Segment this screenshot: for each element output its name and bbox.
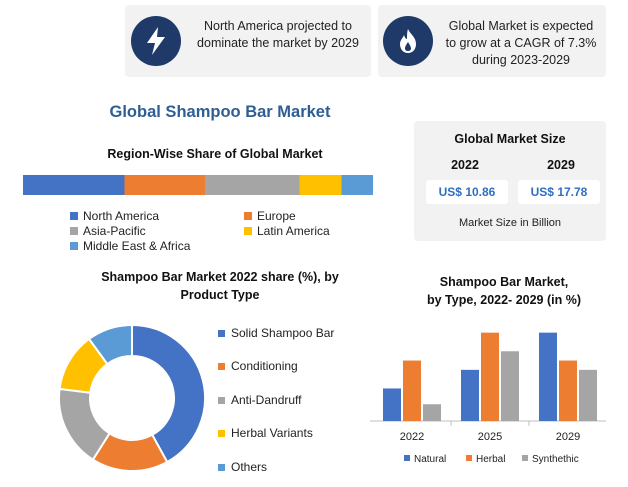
- product-share-title-line1: Shampoo Bar Market 2022 share (%), by: [101, 270, 339, 284]
- product-share-title-line2: Product Type: [180, 288, 260, 302]
- legend-item-asia-pacific: Asia-Pacific: [70, 224, 146, 238]
- cagr-text-line3: during 2023-2029: [472, 53, 570, 67]
- market-size-note: Market Size in Billion: [458, 217, 562, 229]
- legend-label: Herbal Variants: [231, 426, 313, 440]
- bar-synthethic-2025: [501, 351, 519, 421]
- legend-item-europe: Europe: [244, 209, 296, 223]
- region-segment-europe: [124, 175, 205, 195]
- legend-label: Latin America: [257, 224, 330, 238]
- region-share-bar: [23, 175, 373, 195]
- legend-label-synthethic: Synthethic: [532, 454, 579, 465]
- legend-label-natural: Natural: [414, 454, 446, 465]
- type-chart-title: Shampoo Bar Market, by Type, 2022- 2029 …: [404, 273, 604, 309]
- lightning-icon: [131, 16, 181, 66]
- market-size-year-2022: 2022: [451, 158, 479, 172]
- x-tick-label: 2022: [400, 431, 424, 443]
- type-chart-title-line2: by Type, 2022- 2029 (in %): [427, 293, 581, 307]
- legend-swatch-herbal: [466, 455, 472, 461]
- bar-natural-2029: [539, 332, 557, 421]
- donut-slice-others: [87, 323, 133, 366]
- legend-label: Anti-Dandruff: [231, 393, 302, 407]
- bar-natural-2025: [461, 369, 479, 421]
- type-bar-chart: 2022 2025 2029 Natural Herbal Synthethic: [370, 332, 606, 465]
- north-america-text-line2: dominate the market by 2029: [197, 36, 359, 50]
- legend-label: Europe: [257, 209, 296, 223]
- product-share-title: Shampoo Bar Market 2022 share (%), by Pr…: [40, 268, 400, 304]
- legend-label: Conditioning: [231, 359, 298, 373]
- legend-item-solid-shampoo-bar: Solid Shampoo Bar: [218, 326, 334, 340]
- market-size-year-2029: 2029: [547, 158, 575, 172]
- market-size-value-2029: US$ 17.78: [518, 180, 600, 204]
- legend-item-herbal-variants: Herbal Variants: [218, 426, 313, 440]
- region-segment-asia-pacific: [205, 175, 300, 195]
- legend-item-anti-dandruff: Anti-Dandruff: [218, 393, 301, 407]
- market-size-card: Global Market Size 2022 2029 US$ 10.86 U…: [414, 121, 606, 241]
- region-share-title: Region-Wise Share of Global Market: [107, 147, 323, 161]
- legend-swatch-synthethic: [522, 455, 528, 461]
- legend-label: Others: [231, 460, 268, 474]
- region-segment-latin-america: [299, 175, 342, 195]
- donut-slice-solid-shampoo-bar: [131, 323, 206, 464]
- legend-item-middle-east-africa: Middle East & Africa: [70, 239, 190, 253]
- legend-label: Middle East & Africa: [83, 239, 191, 253]
- market-size-value-2022: US$ 10.86: [426, 180, 508, 204]
- bar-herbal-2025: [481, 332, 499, 421]
- cagr-text-line2: to grow at a CAGR of 7.3%: [445, 36, 597, 50]
- region-segment-middle-east-africa: [341, 175, 373, 195]
- bar-natural-2022: [383, 388, 401, 421]
- flame-icon: [383, 16, 433, 66]
- x-tick-label: 2025: [478, 431, 502, 443]
- region-segment-north-america: [23, 175, 125, 195]
- cagr-text-line1: Global Market is expected: [448, 19, 594, 33]
- legend-item-north-america: North America: [70, 209, 159, 223]
- bar-synthethic-2022: [423, 404, 441, 421]
- legend-label-herbal: Herbal: [476, 454, 505, 465]
- page-title: Global Shampoo Bar Market: [109, 103, 331, 121]
- north-america-text-line1: North America projected to: [204, 19, 352, 33]
- bar-herbal-2022: [403, 360, 421, 421]
- product-share-donut: [58, 323, 206, 472]
- legend-label: Solid Shampoo Bar: [231, 326, 335, 340]
- legend-label: North America: [83, 209, 160, 223]
- legend-item-latin-america: Latin America: [244, 224, 330, 238]
- legend-item-others: Others: [218, 460, 267, 474]
- cagr-card: Global Market is expected to grow at a C…: [378, 5, 606, 77]
- market-size-title: Global Market Size: [454, 132, 566, 146]
- legend-item-conditioning: Conditioning: [218, 359, 298, 373]
- bar-synthethic-2029: [579, 369, 597, 421]
- type-chart-title-line1: Shampoo Bar Market,: [439, 275, 569, 289]
- north-america-card: North America projected to dominate the …: [125, 5, 371, 77]
- x-tick-label: 2029: [556, 431, 580, 443]
- legend-swatch-natural: [404, 455, 410, 461]
- bar-herbal-2029: [559, 360, 577, 421]
- legend-label: Asia-Pacific: [83, 224, 146, 238]
